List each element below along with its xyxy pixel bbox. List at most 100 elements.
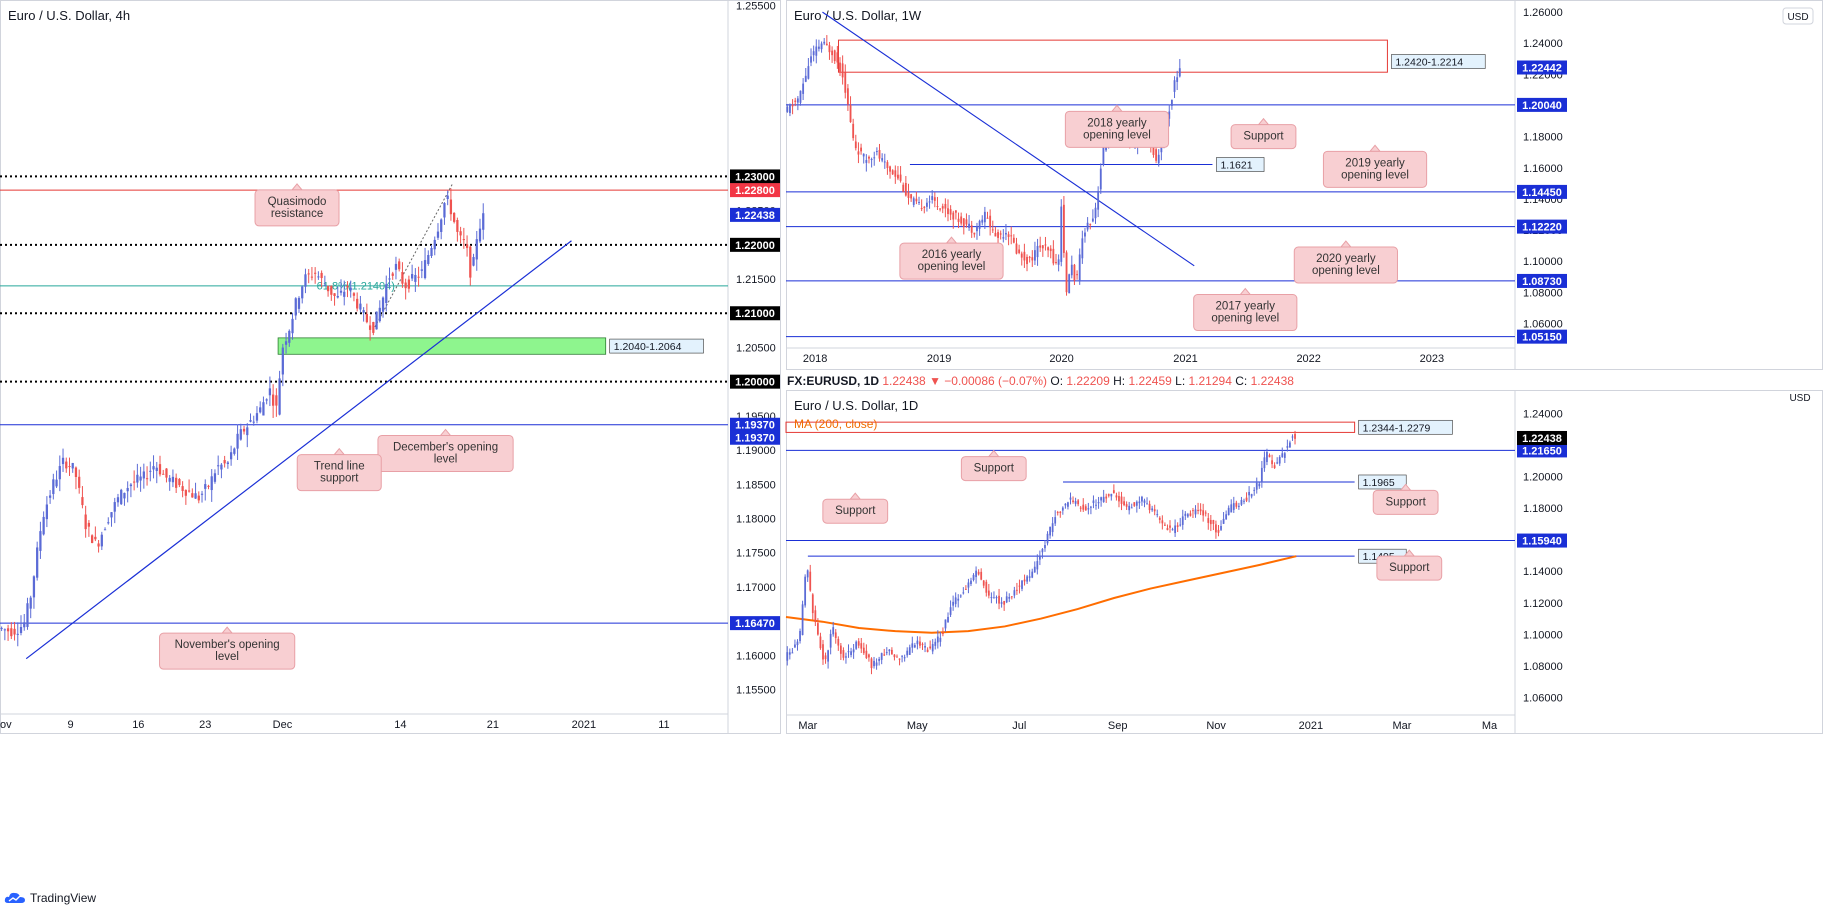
candle (1036, 554, 1039, 575)
y-tick-label: 1.19000 (736, 445, 776, 457)
candle (939, 208, 942, 212)
candle (912, 196, 915, 208)
price-badge-text: 1.12220 (1522, 222, 1562, 234)
candle (1007, 231, 1010, 246)
candle (278, 370, 281, 416)
candle (960, 212, 963, 226)
candle (1054, 510, 1057, 526)
candle (204, 479, 207, 501)
candle (1057, 254, 1060, 272)
candle (994, 226, 997, 237)
candle (968, 215, 970, 231)
annotation-callout-text: resistance (271, 208, 323, 220)
candle (936, 196, 939, 211)
x-tick-label: 2021 (572, 719, 596, 731)
candle (246, 423, 249, 448)
candle (980, 568, 983, 581)
chart-title: Euro / U.S. Dollar, 4h (8, 8, 130, 23)
candle (291, 312, 294, 340)
candle (910, 193, 913, 202)
candle (834, 629, 837, 644)
candle (991, 220, 994, 234)
candle (1186, 512, 1189, 518)
annotation-callout-text: December's opening (393, 441, 498, 453)
candle (823, 38, 826, 46)
candle (356, 292, 359, 312)
candle (791, 647, 794, 654)
level-tag-text: 1.1965 (1363, 477, 1395, 489)
x-tick-label: Jul (1012, 720, 1026, 732)
candle (888, 649, 891, 656)
candle (1044, 236, 1047, 251)
candle (1215, 520, 1217, 539)
candle (1074, 497, 1077, 507)
candle (1232, 496, 1235, 513)
price-badge (730, 417, 780, 432)
candle (1146, 497, 1148, 505)
candle (113, 497, 116, 524)
candle (339, 279, 343, 296)
candle (107, 517, 110, 525)
candle (1255, 477, 1258, 494)
candle (417, 266, 420, 287)
chart-4h[interactable]: Euro / U.S. Dollar, 4h 1.15500 1.16000 1.16… (0, 0, 781, 734)
candle (1018, 244, 1021, 255)
candle (1102, 489, 1105, 503)
candle (1047, 246, 1050, 258)
candle (1168, 104, 1171, 127)
candle (934, 638, 937, 650)
x-tick-label: Ma (1482, 720, 1498, 732)
candle (868, 653, 870, 662)
candle (857, 142, 860, 164)
candle (1061, 506, 1064, 515)
chart-weekly[interactable]: Euro / U.S. Dollar, 1W USD 1.26000 1.24000 1… (786, 0, 1823, 370)
candle (819, 632, 822, 650)
candle (1197, 502, 1199, 515)
current-price-badge (1517, 430, 1567, 445)
candle (482, 203, 485, 240)
candle (407, 275, 411, 293)
candle (475, 230, 478, 271)
candle (989, 209, 992, 236)
candle (898, 658, 901, 666)
annotation-callout-text: level (215, 651, 239, 663)
candle (1034, 241, 1036, 265)
price-badge-text: 1.20000 (735, 377, 775, 389)
x-tick-label: 2021 (1299, 720, 1323, 732)
candle (233, 447, 236, 456)
y-tick-label: 1.17000 (736, 582, 776, 594)
zone-label (1391, 54, 1486, 69)
candle (149, 461, 152, 482)
candle (806, 569, 809, 582)
price-badge (1517, 329, 1567, 344)
trend-line (822, 11, 1195, 267)
demand-zone (277, 337, 607, 355)
candle (1178, 59, 1181, 78)
candle (847, 644, 850, 658)
candle (1099, 163, 1102, 194)
candle (812, 45, 815, 62)
candle (1141, 495, 1143, 506)
candle (952, 210, 955, 229)
current-price-badge-text: 1.22442 (1522, 63, 1562, 75)
candle (1173, 76, 1176, 99)
candle (1023, 574, 1026, 586)
candle (978, 219, 981, 236)
candle (1087, 502, 1090, 515)
candle (1056, 510, 1059, 516)
candle (359, 295, 362, 313)
candle (920, 199, 923, 212)
annotation-callout-text: 2019 yearly (1345, 157, 1405, 169)
support-tag-text: 1.1621 (1220, 160, 1252, 172)
zone-label (1358, 419, 1453, 435)
tradingview-footer[interactable]: TradingView (4, 888, 96, 908)
chart-daily[interactable]: FX:EURUSD, 1D 1.22438 ▼ −0.00086 (−0.07%… (785, 374, 1823, 734)
candle (1082, 498, 1085, 512)
candle (13, 621, 16, 641)
candle (831, 46, 834, 63)
candle (398, 258, 401, 272)
candle (242, 425, 246, 435)
candle (973, 232, 976, 238)
candle (281, 343, 284, 387)
x-tick-label: 21 (487, 719, 499, 731)
